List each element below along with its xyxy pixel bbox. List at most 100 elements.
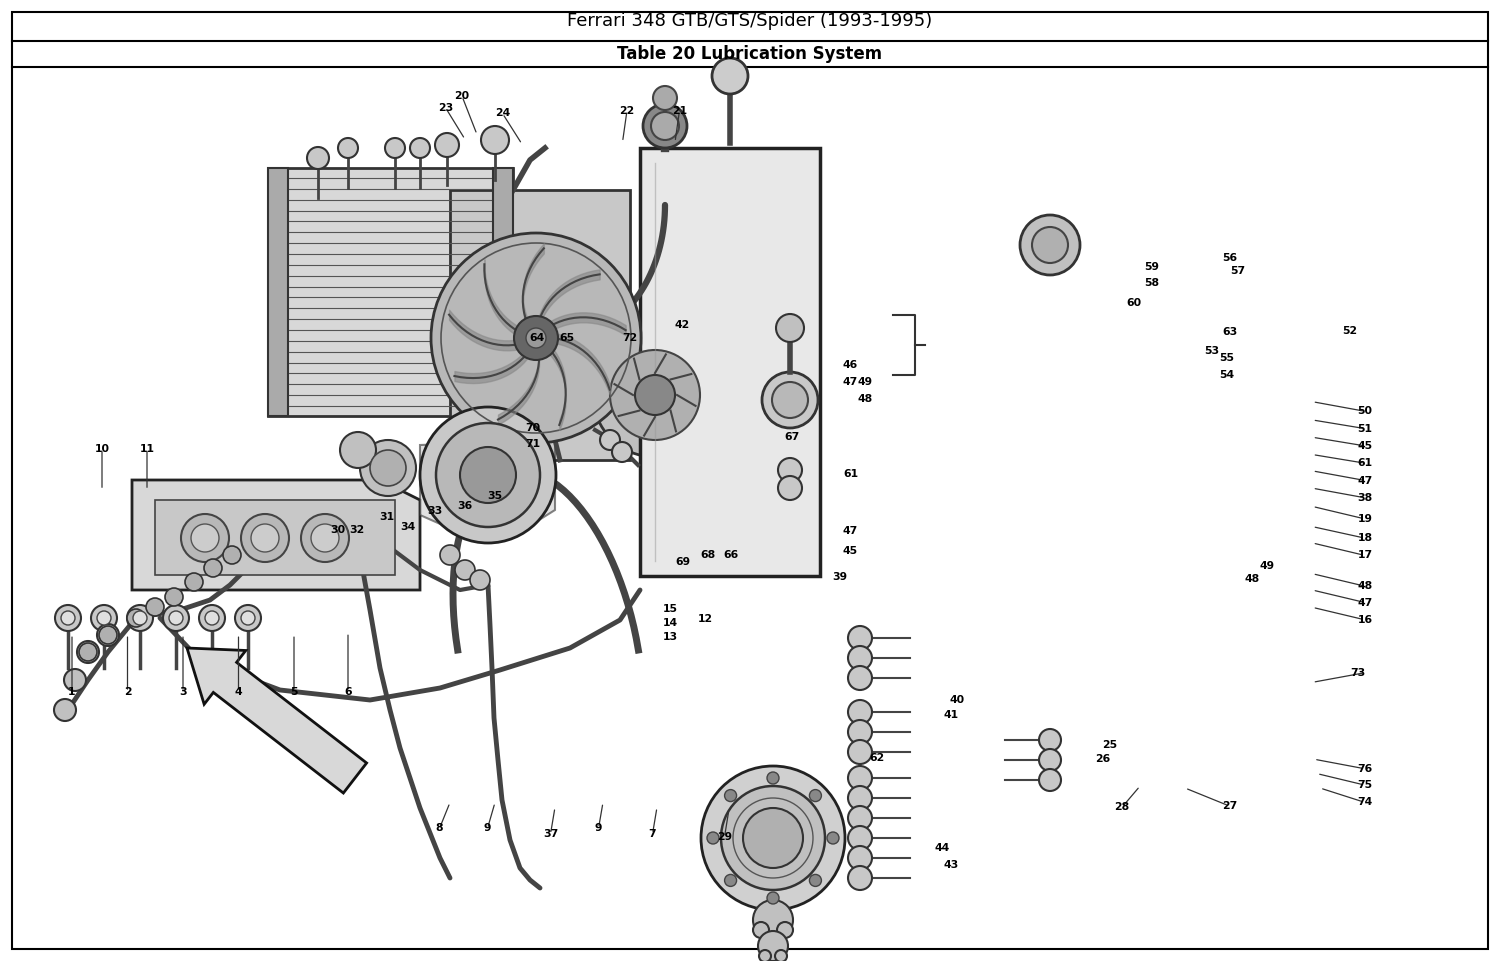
- Text: 57: 57: [1230, 266, 1245, 276]
- Circle shape: [460, 447, 516, 503]
- Circle shape: [762, 372, 818, 428]
- Text: 10: 10: [94, 444, 110, 454]
- Circle shape: [847, 846, 871, 870]
- Text: 68: 68: [700, 551, 715, 560]
- Text: 4: 4: [234, 687, 243, 697]
- Circle shape: [610, 350, 701, 440]
- Circle shape: [302, 514, 350, 562]
- Circle shape: [440, 545, 460, 565]
- Text: 39: 39: [833, 572, 848, 581]
- Text: 58: 58: [1144, 279, 1160, 288]
- Text: 50: 50: [1358, 407, 1372, 416]
- Text: 21: 21: [672, 106, 687, 115]
- Circle shape: [772, 382, 808, 418]
- Circle shape: [759, 950, 771, 961]
- Bar: [268, 168, 513, 416]
- Circle shape: [753, 922, 770, 938]
- Circle shape: [92, 605, 117, 631]
- Text: 49: 49: [1260, 561, 1275, 571]
- Text: 65: 65: [560, 333, 574, 343]
- Circle shape: [200, 605, 225, 631]
- Circle shape: [224, 546, 242, 564]
- Text: 18: 18: [1358, 533, 1372, 543]
- Text: 2: 2: [123, 687, 132, 697]
- Text: 45: 45: [843, 546, 858, 555]
- Circle shape: [776, 314, 804, 342]
- Circle shape: [651, 112, 680, 140]
- Circle shape: [810, 790, 822, 801]
- Text: 22: 22: [620, 106, 634, 115]
- Text: 5: 5: [291, 687, 297, 697]
- Text: 40: 40: [950, 695, 964, 704]
- Circle shape: [308, 147, 328, 169]
- Text: 41: 41: [944, 710, 958, 720]
- Circle shape: [644, 104, 687, 148]
- Circle shape: [847, 666, 871, 690]
- Text: 25: 25: [1102, 740, 1118, 750]
- Text: 47: 47: [843, 527, 858, 536]
- Text: 47: 47: [843, 378, 858, 387]
- Text: 61: 61: [1358, 458, 1372, 468]
- Circle shape: [134, 611, 147, 625]
- Circle shape: [435, 133, 459, 157]
- Circle shape: [1020, 215, 1080, 275]
- Text: 14: 14: [663, 618, 678, 628]
- Text: 30: 30: [330, 526, 345, 535]
- Circle shape: [847, 866, 871, 890]
- Circle shape: [847, 700, 871, 724]
- Circle shape: [847, 740, 871, 764]
- Text: 24: 24: [495, 109, 510, 118]
- Circle shape: [98, 624, 118, 646]
- FancyArrow shape: [188, 648, 366, 793]
- Text: 15: 15: [663, 604, 678, 614]
- Text: 34: 34: [400, 522, 416, 531]
- Text: 75: 75: [1358, 780, 1372, 790]
- Text: 72: 72: [622, 333, 638, 343]
- Circle shape: [206, 611, 219, 625]
- Text: 29: 29: [717, 832, 732, 842]
- Circle shape: [98, 611, 111, 625]
- Circle shape: [712, 58, 748, 94]
- Text: 27: 27: [1222, 801, 1238, 811]
- Text: 35: 35: [488, 491, 502, 501]
- Text: 48: 48: [1358, 581, 1372, 591]
- Text: Ferrari 348 GTB/GTS/Spider (1993-1995): Ferrari 348 GTB/GTS/Spider (1993-1995): [567, 12, 933, 30]
- Circle shape: [700, 766, 844, 910]
- Bar: [494, 168, 513, 416]
- Circle shape: [706, 832, 718, 844]
- Circle shape: [482, 126, 508, 154]
- Circle shape: [742, 808, 802, 868]
- Text: 8: 8: [435, 824, 444, 833]
- Circle shape: [724, 875, 736, 886]
- Text: 45: 45: [1358, 441, 1372, 451]
- Circle shape: [370, 450, 406, 486]
- Text: 47: 47: [1358, 598, 1372, 607]
- Circle shape: [847, 786, 871, 810]
- Text: 20: 20: [454, 91, 470, 101]
- Circle shape: [236, 605, 261, 631]
- Circle shape: [54, 699, 76, 721]
- Text: 9: 9: [594, 824, 602, 833]
- Polygon shape: [420, 440, 555, 535]
- Circle shape: [778, 458, 802, 482]
- Text: 38: 38: [1358, 493, 1372, 503]
- Circle shape: [436, 423, 540, 527]
- Circle shape: [340, 432, 376, 468]
- Text: 73: 73: [1350, 668, 1365, 678]
- Circle shape: [454, 560, 476, 580]
- Circle shape: [56, 605, 81, 631]
- Circle shape: [778, 476, 802, 500]
- Text: 48: 48: [1245, 574, 1260, 583]
- Bar: [640, 148, 821, 576]
- Circle shape: [847, 720, 871, 744]
- Circle shape: [1040, 749, 1060, 771]
- Text: 76: 76: [1358, 764, 1372, 774]
- Text: 62: 62: [870, 753, 885, 763]
- Circle shape: [128, 605, 153, 631]
- Circle shape: [766, 772, 778, 784]
- Circle shape: [80, 643, 98, 661]
- Text: 64: 64: [530, 333, 544, 343]
- Polygon shape: [132, 480, 420, 590]
- Circle shape: [430, 233, 640, 443]
- Text: 6: 6: [344, 687, 352, 697]
